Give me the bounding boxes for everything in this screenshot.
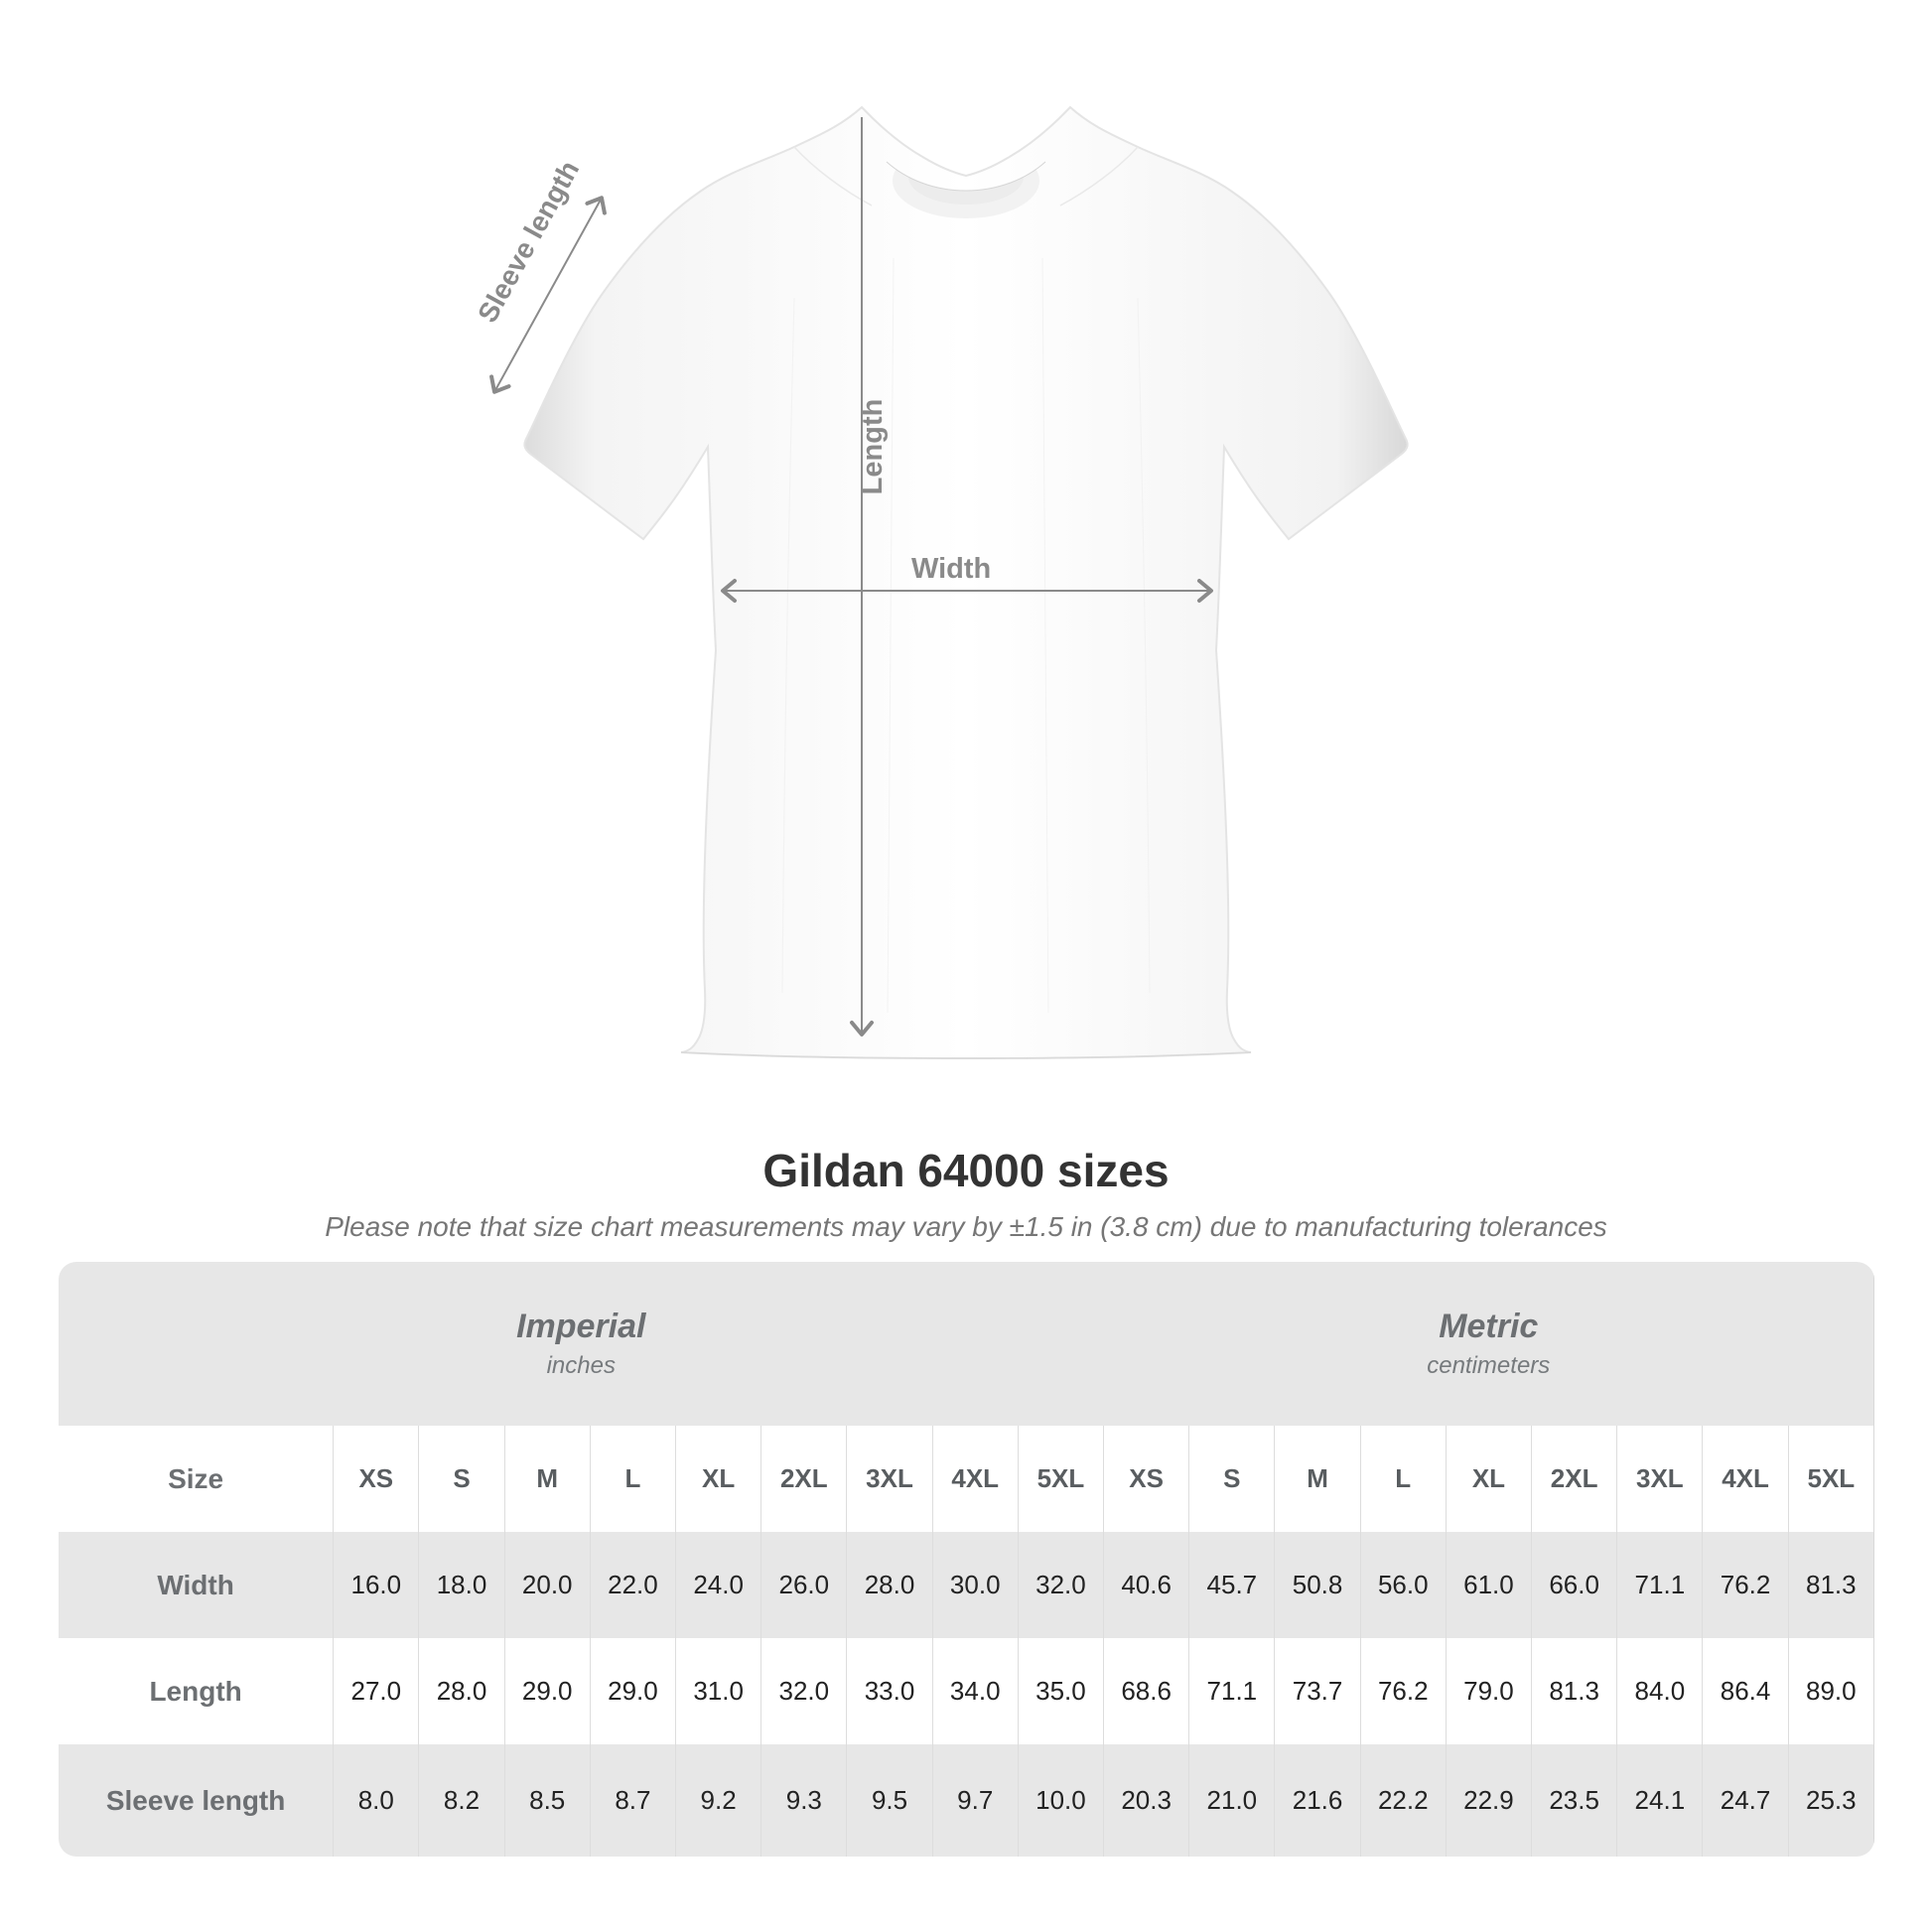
svg-text:Sleeve length: Sleeve length: [472, 156, 585, 328]
svg-text:Width: Width: [911, 553, 991, 585]
svg-text:Length: Length: [857, 399, 889, 495]
